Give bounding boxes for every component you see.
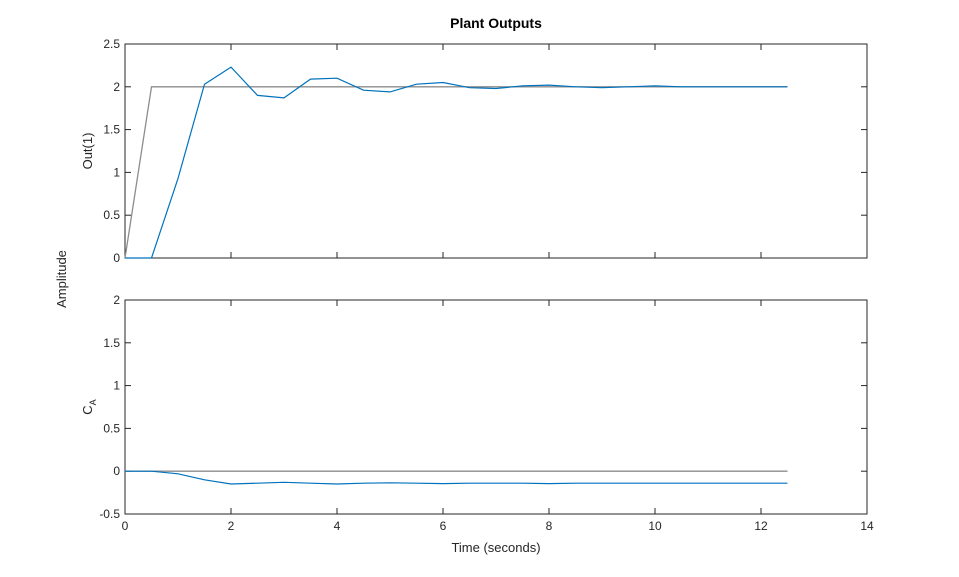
- chart-title: Plant Outputs: [450, 15, 542, 31]
- x-tick-label: 10: [648, 519, 662, 533]
- x-tick-label: 8: [546, 519, 553, 533]
- y-tick-label: 0.5: [103, 421, 120, 435]
- x-tick-label: 4: [334, 519, 341, 533]
- subplot-out1: 0 0.5 1 1.5 2 2.5 Out(1): [80, 37, 868, 265]
- y-tick-label: 2: [113, 80, 120, 94]
- y-tick-label: 0.5: [103, 208, 120, 222]
- y-tick-label: 2.5: [103, 37, 120, 51]
- x-tick-label: 0: [122, 519, 129, 533]
- y-tick-label: -0.5: [99, 507, 120, 521]
- y-tick-label: 1: [113, 379, 120, 393]
- subplot-ylabel: CA: [80, 399, 98, 414]
- x-tick-label: 14: [860, 519, 874, 533]
- x-tick-label: 12: [754, 519, 768, 533]
- axes-box: [124, 43, 868, 259]
- y-axis-label-amplitude: Amplitude: [54, 250, 69, 308]
- subplot-ylabel-main: C: [80, 405, 95, 414]
- axes-box: [124, 299, 868, 515]
- y-tick-label: 0: [113, 464, 120, 478]
- subplot-ylabel: Out(1): [80, 133, 95, 170]
- subplot-ylabel-subscript: A: [88, 399, 98, 405]
- plant-response-line: [125, 470, 788, 485]
- y-tick-label: 1: [113, 165, 120, 179]
- y-tick-label: 0: [113, 251, 120, 265]
- x-axis-label: Time (seconds): [451, 540, 540, 555]
- y-tick-label: 1.5: [103, 123, 120, 137]
- x-tick-label: 2: [228, 519, 235, 533]
- x-tick-label: 6: [440, 519, 447, 533]
- y-tick-label: 2: [113, 293, 120, 307]
- y-tick-label: 1.5: [103, 336, 120, 350]
- plant-response-line: [125, 66, 788, 259]
